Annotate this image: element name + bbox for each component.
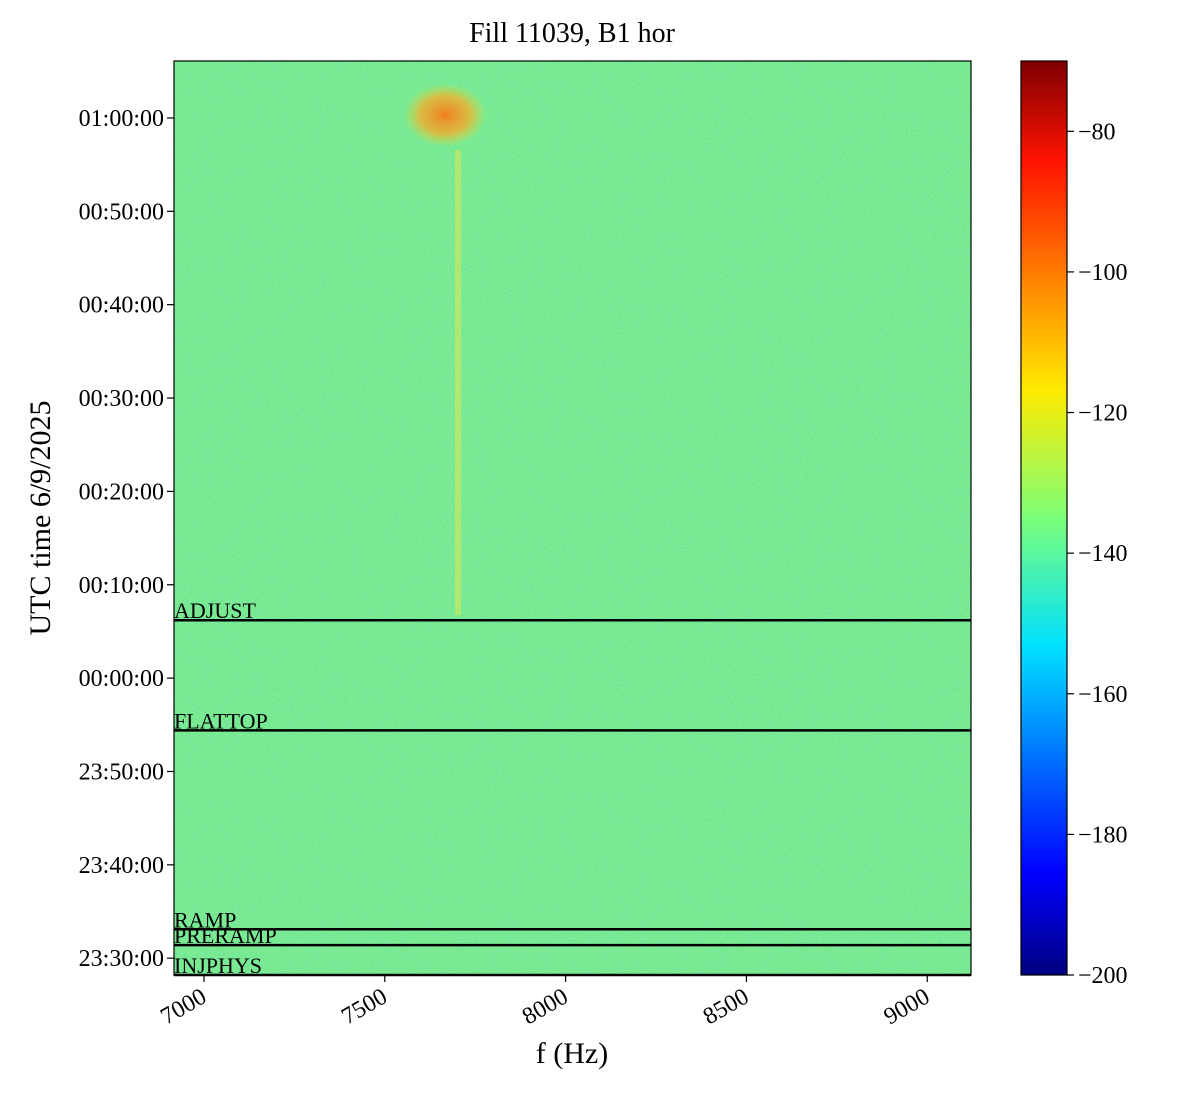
- mode-label: PRERAMP: [174, 923, 277, 948]
- y-tick-label: 00:40:00: [79, 293, 164, 319]
- y-tick-label: 00:00:00: [79, 666, 164, 692]
- x-tick-label: 7500: [337, 984, 392, 1031]
- colorbar-tick-label: −80: [1078, 119, 1116, 145]
- colorbar-tick-label: −140: [1078, 541, 1128, 567]
- y-tick-label: 23:30:00: [79, 946, 164, 972]
- colorbar: [1020, 60, 1068, 976]
- y-tick-label: 00:10:00: [79, 573, 164, 599]
- y-axis-label: UTC time 6/9/2025: [24, 401, 57, 636]
- mode-label: ADJUST: [174, 598, 256, 623]
- x-tick-label: 7000: [156, 984, 211, 1031]
- colorbar-tick-label: −160: [1078, 682, 1128, 708]
- mode-label: RAMP: [174, 907, 236, 932]
- y-tick-label: 01:00:00: [79, 106, 164, 132]
- colorbar-tick-label: −180: [1078, 822, 1128, 848]
- colorbar-tick-label: −100: [1078, 260, 1128, 286]
- y-tick-label: 00:50:00: [79, 199, 164, 225]
- colorbar-tick-label: −120: [1078, 401, 1128, 427]
- y-tick-label: 00:20:00: [79, 479, 164, 505]
- colorbar-tick-label: −200: [1078, 963, 1128, 989]
- y-tick-label: 23:50:00: [79, 759, 164, 785]
- y-tick-label: 00:30:00: [79, 386, 164, 412]
- x-tick-label: 8000: [518, 984, 573, 1031]
- mode-label: INJPHYS: [174, 953, 262, 978]
- y-tick-label: 23:40:00: [79, 853, 164, 879]
- chart-title: Fill 11039, B1 hor: [469, 18, 676, 49]
- heatmap-image: [174, 61, 971, 975]
- mode-label: FLATTOP: [174, 708, 268, 733]
- x-tick-label: 9000: [880, 984, 935, 1031]
- x-axis-label: f (Hz): [536, 1037, 608, 1070]
- x-tick-label: 8500: [699, 984, 754, 1031]
